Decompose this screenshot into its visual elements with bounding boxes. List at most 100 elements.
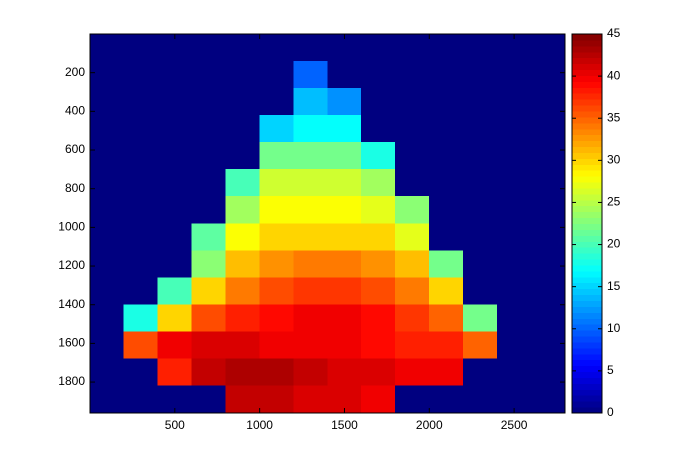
heatmap-cell xyxy=(496,196,532,224)
heatmap-cell xyxy=(496,142,532,170)
heatmap-cell xyxy=(123,250,159,278)
heatmap-cell xyxy=(157,87,193,116)
heatmap-cell xyxy=(259,277,294,305)
heatmap-cell xyxy=(462,250,498,278)
heatmap-cell xyxy=(89,304,125,333)
heatmap-cell xyxy=(225,385,260,414)
heatmap-cell xyxy=(259,385,294,414)
x-tick-label: 1500 xyxy=(331,418,358,432)
x-tick-label: 1000 xyxy=(246,418,273,432)
heatmap-cell xyxy=(157,304,193,333)
heatmap-cell xyxy=(123,196,159,224)
colorbar-swatch xyxy=(572,45,602,53)
colorbar-swatch xyxy=(572,128,602,136)
heatmap-cell xyxy=(462,142,498,170)
heatmap-cell xyxy=(225,358,260,387)
y-tick-label: 1400 xyxy=(58,297,85,311)
heatmap-cell xyxy=(530,277,566,305)
heatmap-cell xyxy=(361,33,396,62)
heatmap-cell xyxy=(462,60,498,89)
heatmap-cell xyxy=(225,114,260,143)
colorbar-swatch xyxy=(572,182,602,189)
heatmap-cell xyxy=(361,196,396,224)
colorbar-swatch xyxy=(572,347,602,355)
colorbar-swatch xyxy=(572,312,602,319)
heatmap-cell xyxy=(225,331,260,360)
heatmap-cell xyxy=(89,250,125,278)
heatmap-cell xyxy=(361,250,396,278)
colorbar-swatch xyxy=(572,199,602,207)
heatmap-cell xyxy=(191,87,226,116)
y-tick-label: 800 xyxy=(65,181,85,195)
heatmap-cell xyxy=(361,331,396,360)
colorbar-swatch xyxy=(572,365,602,373)
heatmap-cell xyxy=(361,142,396,170)
heatmap-cell xyxy=(191,169,226,197)
heatmap-cell xyxy=(89,196,125,224)
y-tick-label: 600 xyxy=(65,142,85,156)
heatmap-cell xyxy=(395,114,430,143)
heatmap-cell xyxy=(157,60,193,89)
heatmap-cell xyxy=(259,33,294,62)
colorbar-swatch xyxy=(572,51,602,59)
heatmap-cell xyxy=(462,331,498,360)
heatmap-cell xyxy=(429,33,464,62)
y-tick-label: 1200 xyxy=(58,258,85,272)
heatmap-cell xyxy=(327,60,362,89)
heatmap-cell xyxy=(191,250,226,278)
colorbar-swatch xyxy=(572,389,602,396)
colorbar-tick-label: 10 xyxy=(607,321,621,335)
heatmap-cell xyxy=(395,385,430,414)
heatmap-cell xyxy=(89,385,125,414)
heatmap-cell xyxy=(157,196,193,224)
colorbar-swatch xyxy=(572,146,602,153)
colorbar-swatch xyxy=(572,247,602,254)
colorbar-tick-label: 40 xyxy=(607,68,621,82)
y-tick-label: 1600 xyxy=(58,336,85,350)
heatmap-cell xyxy=(123,385,159,414)
heatmap-cell xyxy=(395,169,430,197)
heatmap-cell xyxy=(89,60,125,89)
heatmap-cell xyxy=(157,223,193,251)
heatmap-cell xyxy=(225,60,260,89)
colorbar-swatch xyxy=(572,235,602,242)
heatmap-cell xyxy=(259,114,294,143)
heatmap-cell xyxy=(395,304,430,333)
heatmap-cell xyxy=(395,60,430,89)
heatmap-cell xyxy=(327,114,362,143)
heatmap-cell xyxy=(462,223,498,251)
heatmap-cell xyxy=(191,304,226,333)
heatmap-cell xyxy=(429,358,464,387)
heatmap-cell xyxy=(327,358,362,387)
colorbar-swatch xyxy=(572,324,602,331)
heatmap-cell xyxy=(395,223,430,251)
x-tick-label: 500 xyxy=(165,418,185,432)
heatmap-cell xyxy=(89,277,125,305)
heatmap-cell xyxy=(293,114,328,143)
colorbar-swatch xyxy=(572,217,602,224)
heatmap-cell xyxy=(429,169,464,197)
heatmap-cell xyxy=(361,277,396,305)
heatmap-cell xyxy=(191,196,226,224)
heatmap-cell xyxy=(293,304,328,333)
colorbar-tick-label: 0 xyxy=(607,405,614,419)
y-tick-label: 1000 xyxy=(58,220,85,234)
heatmap-cell xyxy=(293,331,328,360)
colorbar-swatch xyxy=(572,187,602,195)
heatmap-cell xyxy=(429,142,464,170)
heatmap-cell xyxy=(191,358,226,387)
heatmap-cell xyxy=(327,169,362,197)
heatmap-cell xyxy=(395,331,430,360)
heatmap-cell xyxy=(530,304,566,333)
heatmap-cell xyxy=(293,358,328,387)
heatmap-cell xyxy=(361,385,396,414)
heatmap-cell xyxy=(123,223,159,251)
heatmap-cell xyxy=(191,33,226,62)
colorbar-swatch xyxy=(572,241,602,248)
colorbar-swatch xyxy=(572,264,602,272)
colorbar-swatch xyxy=(572,336,602,343)
heatmap-cell xyxy=(191,114,226,143)
heatmap-cell xyxy=(123,169,159,197)
colorbar-tick-label: 25 xyxy=(607,195,621,209)
x-tick-label: 2500 xyxy=(501,418,528,432)
